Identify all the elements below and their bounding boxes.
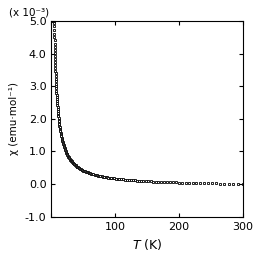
- Y-axis label: χ (emu·mol⁻¹): χ (emu·mol⁻¹): [9, 82, 19, 155]
- X-axis label: $T$ (K): $T$ (K): [132, 237, 162, 252]
- Text: (x 10⁻³): (x 10⁻³): [9, 7, 49, 17]
